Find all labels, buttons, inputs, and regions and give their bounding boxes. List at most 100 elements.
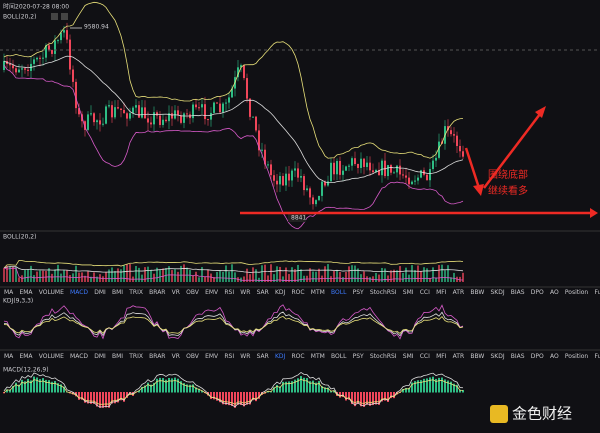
macd-bar [252,392,254,401]
macd-bar [63,386,65,393]
indicator-tab[interactable]: VR [171,353,180,360]
indicator-tab[interactable]: CCI [419,289,430,296]
indicator-tab[interactable]: VOLUME [38,353,64,360]
volume-bar [192,275,194,282]
indicator-tab[interactable]: VOLUME [38,289,64,296]
indicator-tab[interactable]: SMI [402,289,414,296]
candle [303,176,305,191]
volume-bar [216,271,218,282]
settings-icon[interactable] [51,13,58,20]
macd-bar [411,382,413,393]
indicator-tab[interactable]: CCI [419,353,430,360]
candle [459,146,461,152]
indicator-tab[interactable]: AO [549,353,559,360]
candle [342,170,344,175]
macd-bar [192,384,194,393]
indicator-tab[interactable]: BBW [470,353,485,360]
indicator-tab[interactable]: MA [4,289,14,296]
candle [51,50,53,54]
indicator-tab[interactable]: MACD [70,289,89,296]
indicator-tab[interactable]: OBV [186,289,199,296]
candle [405,175,407,178]
indicator-tab[interactable]: BRAR [149,289,166,296]
indicator-tab[interactable]: BOLL [331,289,347,296]
volume-bar [96,276,98,282]
macd-bar [198,388,200,393]
indicator-tab[interactable]: BMI [112,353,124,360]
indicator-tab[interactable]: Fundflow [594,353,600,360]
indicator-tab[interactable]: BIAS [510,353,525,360]
volume-bar [375,272,377,282]
macd-bar [321,386,323,393]
indicator-tab[interactable]: EMA [19,289,33,296]
macd-dea [3,378,464,405]
indicator-tab[interactable]: EMV [205,353,219,360]
volume-bar [246,268,248,282]
volume-bar [150,269,152,282]
close-icon[interactable] [61,13,68,20]
candle [39,57,41,59]
indicator-tab[interactable]: RSI [224,353,235,360]
indicator-tab[interactable]: ATR [452,353,465,360]
indicator-tab[interactable]: BMI [112,289,124,296]
indicator-tab[interactable]: DMI [94,353,106,360]
indicator-tab[interactable]: DPO [530,353,544,360]
macd-bar [426,378,428,393]
indicator-tab[interactable]: EMA [19,353,33,360]
indicator-tab[interactable]: KDJ [274,289,286,296]
volume-bar [123,265,125,282]
indicator-tab[interactable]: MTM [310,353,325,360]
candle [309,188,311,198]
indicator-tab[interactable]: BOLL [331,353,347,360]
indicator-tab[interactable]: TRIX [129,353,143,360]
indicator-tab[interactable]: EMV [205,289,219,296]
indicator-tab[interactable]: ATR [452,289,465,296]
indicator-tab[interactable]: Position [564,289,589,296]
indicator-tab[interactable]: DMI [94,289,106,296]
indicator-tab[interactable]: AO [549,289,559,296]
indicator-tab[interactable]: SAR [256,353,269,360]
indicator-tab[interactable]: MACD [70,353,89,360]
indicator-tab[interactable]: StochRSI [369,353,397,360]
indicator-tab[interactable]: SKDJ [490,289,505,296]
volume-bar [51,273,53,282]
indicator-tab[interactable]: SMI [402,353,414,360]
macd-bar [12,385,14,393]
candle [60,32,62,41]
macd-bar [276,384,278,393]
indicator-tab[interactable]: MFI [436,289,447,296]
candle [369,162,371,171]
candle [243,65,245,79]
indicator-tab[interactable]: BIAS [510,289,525,296]
indicator-tab[interactable]: MFI [436,353,447,360]
indicator-tab[interactable]: VR [171,289,180,296]
indicator-tab[interactable]: TRIX [129,289,143,296]
candle [402,174,404,176]
indicator-tab[interactable]: MTM [310,289,325,296]
indicator-tab[interactable]: Position [564,353,589,360]
indicator-tab[interactable]: DPO [530,289,544,296]
macd-bar [360,392,362,407]
indicator-tab[interactable]: WR [240,353,251,360]
indicator-tab[interactable]: MA [4,353,14,360]
candle [411,181,413,185]
indicator-tab[interactable]: ROC [291,289,305,296]
indicator-tab[interactable]: OBV [186,353,199,360]
indicator-tab[interactable]: SKDJ [490,353,505,360]
volume-bar [171,270,173,282]
indicator-tab[interactable]: SAR [256,289,269,296]
indicator-tab[interactable]: RSI [224,289,235,296]
macd-bar [210,392,212,400]
indicator-tab[interactable]: Fundflow [594,289,600,296]
volume-bar [363,271,365,282]
indicator-tab[interactable]: PSY [352,353,364,360]
volume-bar [432,267,434,282]
indicator-tab[interactable]: KDJ [274,353,286,360]
kdj-d [3,315,464,334]
indicator-tab[interactable]: PSY [352,289,364,296]
indicator-tab[interactable]: ROC [291,353,305,360]
indicator-tab[interactable]: BBW [470,289,485,296]
indicator-tab[interactable]: BRAR [149,353,166,360]
indicator-tab[interactable]: StochRSI [369,289,397,296]
indicator-tab[interactable]: WR [240,289,251,296]
